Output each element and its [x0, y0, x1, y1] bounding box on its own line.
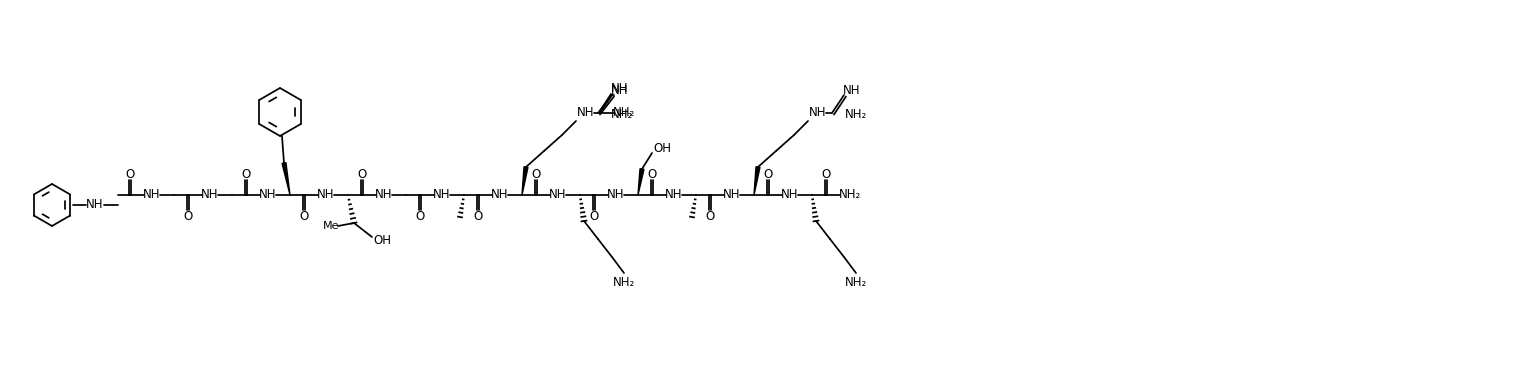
Text: Me: Me	[323, 221, 340, 231]
Text: NH: NH	[611, 82, 629, 95]
Text: O: O	[358, 168, 367, 180]
Text: NH: NH	[723, 188, 741, 201]
Text: O: O	[473, 209, 482, 223]
Text: O: O	[532, 168, 541, 180]
Text: NH: NH	[810, 106, 826, 119]
Text: NH: NH	[317, 188, 335, 201]
Text: NH₂: NH₂	[844, 109, 867, 122]
Text: NH: NH	[611, 84, 629, 97]
Text: OH: OH	[653, 142, 672, 155]
Text: NH: NH	[608, 188, 625, 201]
Text: O: O	[415, 209, 424, 223]
Text: NH: NH	[86, 198, 103, 212]
Text: O: O	[183, 209, 193, 223]
Polygon shape	[282, 163, 290, 195]
Text: OH: OH	[373, 233, 391, 247]
Text: NH: NH	[202, 188, 218, 201]
Polygon shape	[638, 169, 644, 195]
Text: O: O	[299, 209, 309, 223]
Text: O: O	[705, 209, 714, 223]
Text: NH₂: NH₂	[612, 277, 635, 290]
Text: NH: NH	[434, 188, 450, 201]
Text: NH: NH	[143, 188, 161, 201]
Text: O: O	[647, 168, 656, 180]
Text: NH: NH	[781, 188, 799, 201]
Text: NH: NH	[843, 84, 861, 97]
Text: NH: NH	[259, 188, 277, 201]
Text: NH₂: NH₂	[844, 277, 867, 290]
Text: O: O	[126, 168, 135, 180]
Text: O: O	[764, 168, 773, 180]
Text: NH: NH	[578, 106, 594, 119]
Text: NH₂: NH₂	[838, 188, 861, 201]
Text: O: O	[241, 168, 250, 180]
Polygon shape	[753, 167, 760, 195]
Text: NH₂: NH₂	[611, 109, 634, 122]
Polygon shape	[522, 167, 528, 195]
Text: O: O	[590, 209, 599, 223]
Text: NH: NH	[666, 188, 682, 201]
Text: NH: NH	[549, 188, 567, 201]
Text: NH₂: NH₂	[612, 106, 635, 119]
Text: O: O	[822, 168, 831, 180]
Text: NH: NH	[376, 188, 393, 201]
Text: NH: NH	[491, 188, 509, 201]
